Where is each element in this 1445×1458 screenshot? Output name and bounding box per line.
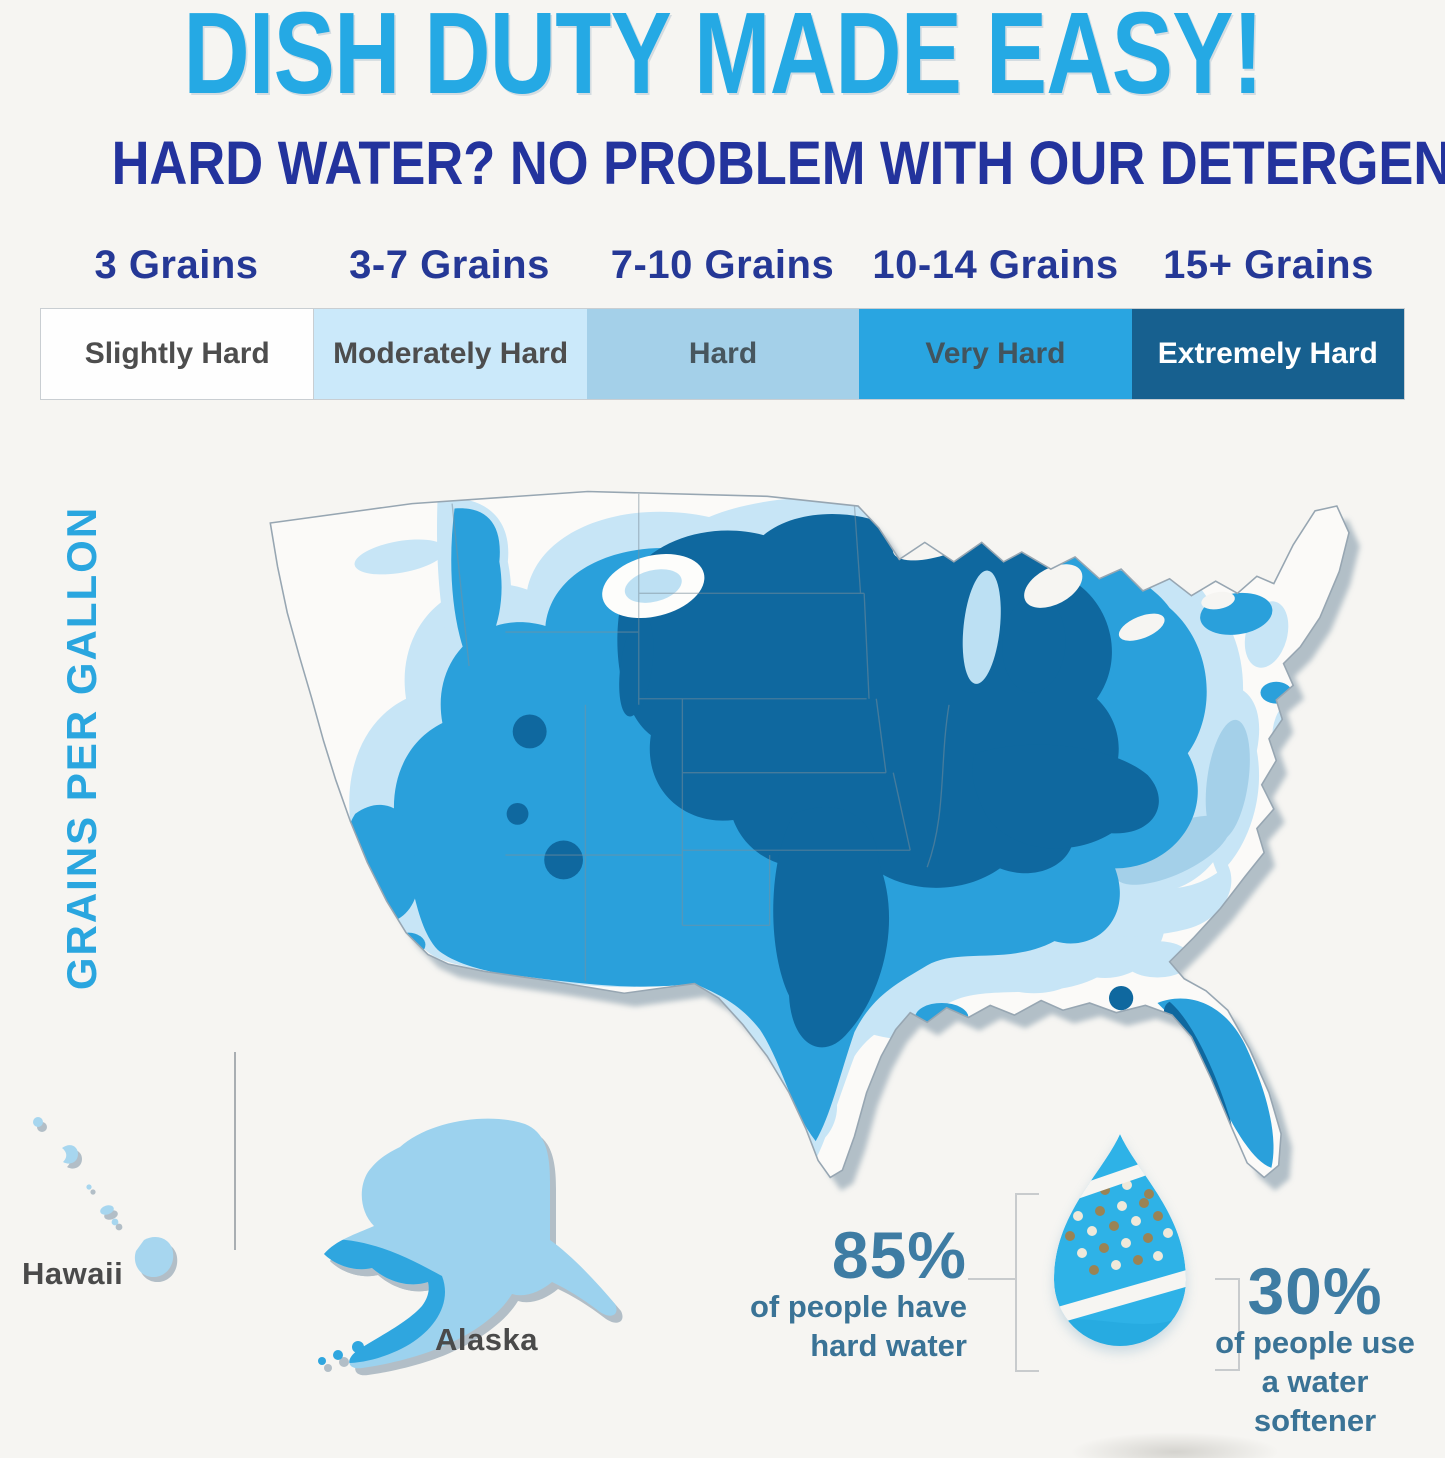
page-subtitle: HARD WATER? NO PROBLEM WITH OUR DETERGEN… xyxy=(0,128,1445,198)
page-subtitle-text: HARD WATER? NO PROBLEM WITH OUR DETERGEN… xyxy=(111,129,1445,197)
stat-water-softener-line1: of people use xyxy=(1215,1325,1415,1360)
page-title: DISH DUTY MADE EASY! xyxy=(0,0,1445,118)
stat-water-softener-line2: a water softener xyxy=(1253,1363,1377,1438)
hardness-legend-bar: Slightly Hard Moderately Hard Hard Very … xyxy=(40,308,1405,400)
state-borders xyxy=(451,493,950,982)
inset-divider-line xyxy=(234,1052,236,1250)
page-title-text: DISH DUTY MADE EASY! xyxy=(182,0,1263,119)
grain-label-3: 7-10 Grains xyxy=(610,243,835,287)
grain-label-5: 15+ Grains xyxy=(1163,243,1374,287)
legend-band-slightly-hard: Slightly Hard xyxy=(41,309,315,399)
stat-connector-line xyxy=(968,1278,1015,1280)
hawaii-label: Hawaii xyxy=(22,1256,124,1291)
legend-band-moderately-hard: Moderately Hard xyxy=(314,309,587,399)
stat-bracket-right xyxy=(1215,1278,1240,1371)
stat-hard-water-line1: of people have xyxy=(749,1289,967,1324)
legend-grain-labels: 3 Grains 3-7 Grains 7-10 Grains 10-14 Gr… xyxy=(40,243,1405,288)
stat-water-softener-value: 30% xyxy=(1247,1254,1383,1328)
legend-band-very-hard: Very Hard xyxy=(859,309,1132,399)
legend-band-hard: Hard xyxy=(586,309,860,399)
grain-label-2: 3-7 Grains xyxy=(349,243,550,287)
grain-label-4: 10-14 Grains xyxy=(872,243,1119,287)
us-outline xyxy=(269,490,1350,1179)
alaska-label: Alaska xyxy=(435,1322,538,1357)
corner-smudge xyxy=(1070,1432,1280,1458)
grain-label-1: 3 Grains xyxy=(94,243,259,287)
stat-hard-water-line2: hard water xyxy=(810,1327,967,1363)
stat-bracket-left xyxy=(1015,1193,1039,1372)
alaska-map-icon xyxy=(318,1118,617,1369)
legend-band-extremely-hard: Extremely Hard xyxy=(1131,309,1405,399)
stat-hard-water-value: 85% xyxy=(831,1218,967,1292)
us-hardness-map xyxy=(269,490,1360,1191)
stat-water-softener: 30% of people use a water softener xyxy=(1205,1258,1425,1440)
water-drop-icon xyxy=(1054,1134,1186,1346)
hawaii-islands-icon xyxy=(33,1117,174,1278)
stat-hard-water: 85% of people have hard water xyxy=(615,1222,967,1366)
grains-per-gallon-label: GRAINS PER GALLON xyxy=(58,505,105,991)
